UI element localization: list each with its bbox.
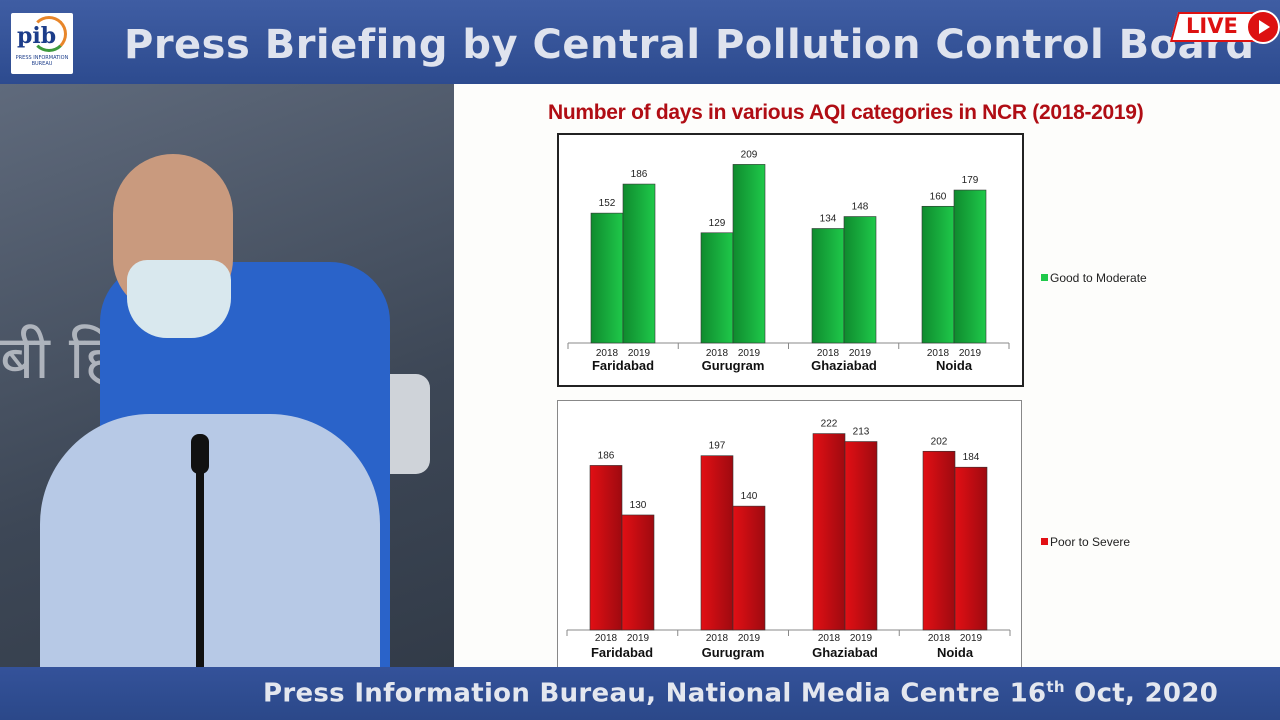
year-tick-label: 2019 <box>960 633 983 644</box>
logo-ring-icon <box>31 16 67 52</box>
category-label: Faridabad <box>591 645 653 660</box>
data-label: 130 <box>630 500 647 511</box>
legend-label: Good to Moderate <box>1050 271 1147 285</box>
footer-text-date: Oct, 2020 <box>1064 678 1219 709</box>
live-label: LIVE <box>1186 14 1238 38</box>
pib-logo: pib PRESS INFORMATION BUREAU <box>11 13 73 74</box>
year-tick-label: 2019 <box>849 348 872 359</box>
bar-faridabad-2018 <box>589 465 623 631</box>
year-tick-label: 2019 <box>738 633 761 644</box>
bar-gurugram-2019 <box>732 505 766 631</box>
bar-faridabad-2019 <box>621 514 655 631</box>
category-label: Gurugram <box>702 358 765 373</box>
legend-swatch <box>1041 538 1048 545</box>
year-tick-label: 2018 <box>927 348 950 359</box>
data-label: 148 <box>852 202 869 213</box>
year-tick-label: 2018 <box>596 348 619 359</box>
bar-gurugram-2018 <box>700 455 734 631</box>
data-label: 160 <box>930 191 947 202</box>
year-tick-label: 2018 <box>595 633 618 644</box>
data-label: 222 <box>821 419 838 430</box>
data-label: 186 <box>631 169 648 180</box>
footer-superscript: th <box>1046 678 1065 696</box>
data-label: 129 <box>709 218 726 229</box>
category-label: Faridabad <box>592 358 654 373</box>
data-label: 209 <box>741 149 758 160</box>
data-label: 197 <box>709 441 726 452</box>
chart-title: Number of days in various AQI categories… <box>548 101 1144 124</box>
wall-text: बी हिं <box>0 323 117 393</box>
year-tick-label: 2019 <box>628 348 651 359</box>
speaker-video: बी हिं <box>0 84 454 667</box>
category-label: Ghaziabad <box>811 358 877 373</box>
bar-ghaziabad-2018 <box>811 228 845 344</box>
data-label: 140 <box>741 491 758 502</box>
logo-text: pib <box>17 23 57 49</box>
data-label: 152 <box>599 198 616 209</box>
category-label: Gurugram <box>702 645 765 660</box>
header-bar: pib PRESS INFORMATION BUREAU Press Brief… <box>0 0 1280 84</box>
year-tick-label: 2018 <box>706 348 729 359</box>
play-icon[interactable] <box>1246 10 1280 44</box>
bar-noida-2019 <box>954 466 988 631</box>
data-label: 186 <box>598 450 615 461</box>
category-label: Noida <box>936 358 973 373</box>
year-tick-label: 2018 <box>706 633 729 644</box>
bar-faridabad-2019 <box>622 183 656 344</box>
bar-noida-2019 <box>953 189 987 344</box>
face-mask <box>127 260 231 338</box>
bar-noida-2018 <box>921 205 955 344</box>
year-tick-label: 2019 <box>627 633 650 644</box>
legend-label: Poor to Severe <box>1050 535 1130 549</box>
year-tick-label: 2018 <box>817 348 840 359</box>
data-label: 134 <box>820 213 837 224</box>
year-tick-label: 2019 <box>850 633 873 644</box>
bar-gurugram-2018 <box>700 232 734 344</box>
bar-noida-2018 <box>922 450 956 631</box>
bar-faridabad-2018 <box>590 212 624 344</box>
data-label: 213 <box>853 427 870 438</box>
logo-subtext: PRESS INFORMATION BUREAU <box>15 55 69 67</box>
bar-ghaziabad-2018 <box>812 433 846 631</box>
year-tick-label: 2018 <box>928 633 951 644</box>
category-label: Noida <box>937 645 974 660</box>
footer-bar <box>0 667 1280 720</box>
live-badge[interactable]: LIVE <box>1166 10 1280 44</box>
speaker-body <box>40 414 380 667</box>
microphone-icon <box>191 434 209 667</box>
page-title: Press Briefing by Central Pollution Cont… <box>124 22 1255 68</box>
data-label: 184 <box>963 452 980 463</box>
year-tick-label: 2018 <box>818 633 841 644</box>
bar-gurugram-2019 <box>732 164 766 344</box>
footer-text-main: Press Information Bureau, National Media… <box>263 678 1047 709</box>
footer-text: Press Information Bureau, National Media… <box>263 678 1218 709</box>
legend-swatch <box>1041 274 1048 281</box>
bar-ghaziabad-2019 <box>844 441 878 631</box>
year-tick-label: 2019 <box>738 348 761 359</box>
category-label: Ghaziabad <box>812 645 878 660</box>
bar-ghaziabad-2019 <box>843 216 877 344</box>
year-tick-label: 2019 <box>959 348 982 359</box>
data-label: 202 <box>931 436 948 447</box>
data-label: 179 <box>962 175 979 186</box>
